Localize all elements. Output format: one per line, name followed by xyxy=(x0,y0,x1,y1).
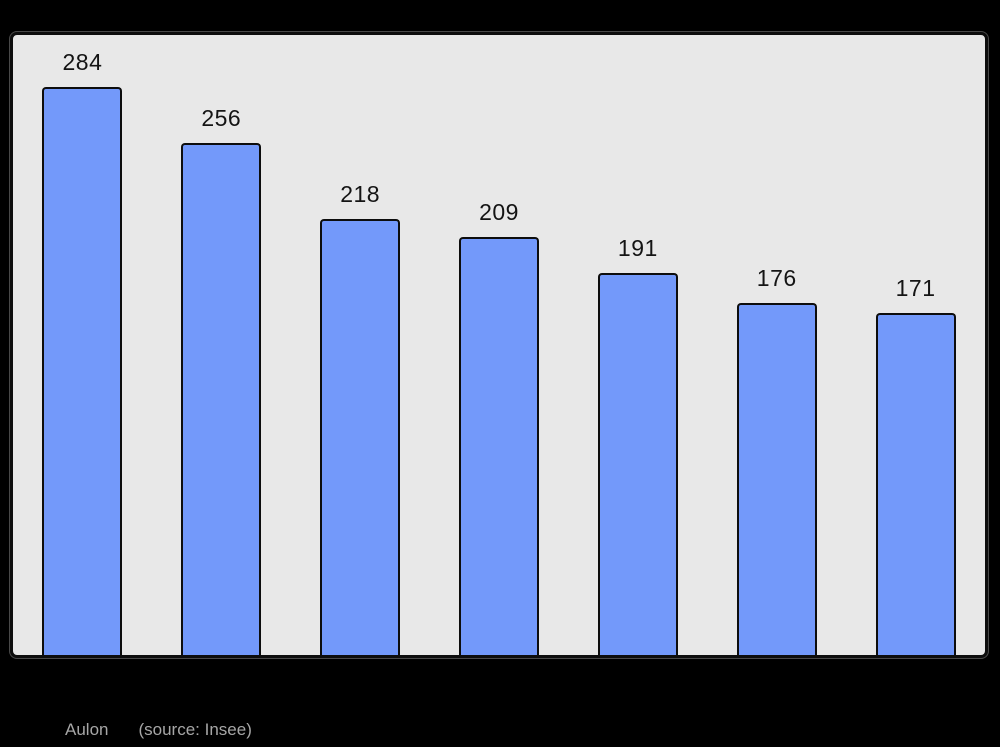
bar-group: 209 xyxy=(430,35,569,655)
bar-group: 171 xyxy=(846,35,985,655)
bar-group: 176 xyxy=(707,35,846,655)
bar xyxy=(459,237,539,655)
bar xyxy=(42,87,123,655)
source-note-label: (source: Insee) xyxy=(138,720,252,739)
bar-value-label: 284 xyxy=(62,49,103,76)
bar-value-label: 218 xyxy=(340,181,381,207)
chart-caption: Aulon (source: Insee) xyxy=(65,719,252,740)
bar xyxy=(181,143,262,655)
plot-area: 284 256 218 209 191 176 171 xyxy=(10,32,988,658)
bar-value-label: 176 xyxy=(756,265,797,291)
bar-series: 284 256 218 209 191 176 171 xyxy=(13,35,985,655)
bar xyxy=(320,219,401,655)
bar-value-label: 191 xyxy=(617,235,658,261)
bar-value-label: 209 xyxy=(479,199,519,225)
commune-name-label: Aulon xyxy=(65,720,109,739)
bar xyxy=(597,273,678,655)
bar-group: 218 xyxy=(291,35,430,655)
bar xyxy=(875,313,956,655)
bar-group: 256 xyxy=(152,35,291,655)
bar xyxy=(736,303,817,655)
bar-group: 191 xyxy=(568,35,707,655)
bar-value-label: 256 xyxy=(201,105,242,131)
bar-value-label: 171 xyxy=(895,275,936,301)
bar-group: 284 xyxy=(13,35,152,655)
